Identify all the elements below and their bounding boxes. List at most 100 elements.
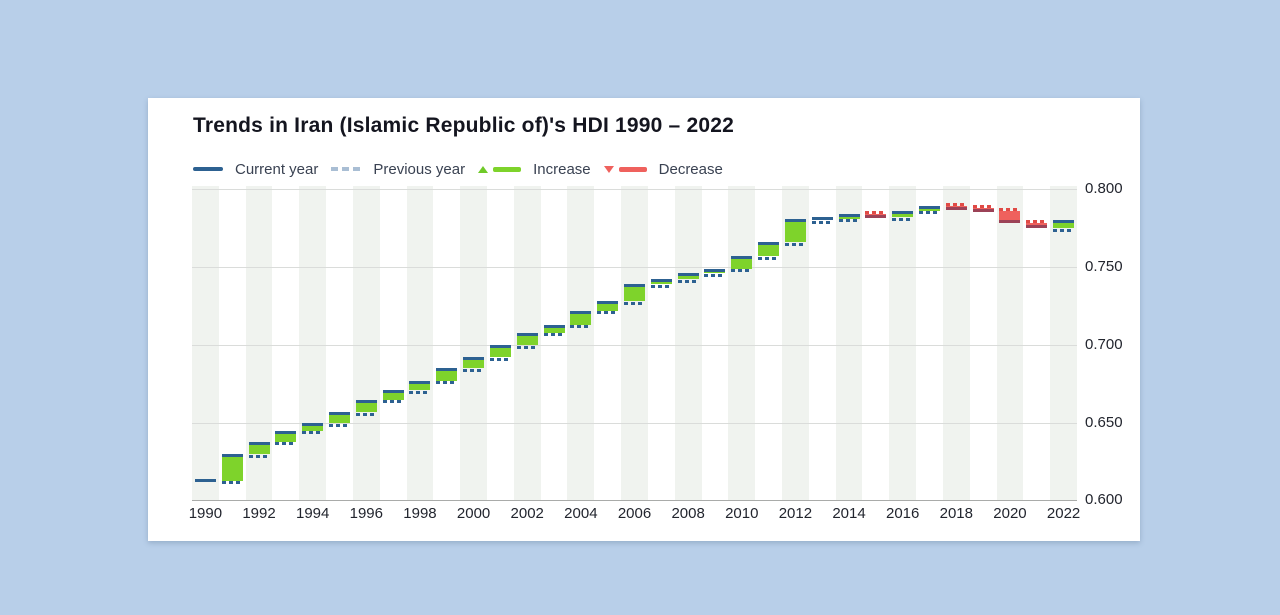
bar-segment: [382, 390, 404, 400]
hdi-bar-2021[interactable]: [1026, 186, 1048, 501]
x-tick-1992: 1992: [242, 505, 276, 522]
hdi-bar-2019[interactable]: [972, 186, 994, 501]
year-band: [567, 186, 595, 501]
chart-card: Trends in Iran (Islamic Republic of)'s H…: [148, 98, 1140, 541]
y-tick-0.700: 0.700: [1085, 336, 1123, 353]
bar-segment: [972, 207, 994, 212]
hdi-bar-1993[interactable]: [275, 186, 297, 501]
y-tick-0.800: 0.800: [1085, 180, 1123, 197]
hdi-bar-2017[interactable]: [919, 186, 940, 501]
hdi-bar-1996[interactable]: [355, 186, 377, 501]
hdi-bar-2000[interactable]: [463, 186, 485, 501]
hdi-bar-1998[interactable]: [409, 186, 431, 501]
year-band: [192, 186, 219, 501]
year-band: [996, 186, 1024, 501]
legend-current-year-label: Current year: [235, 160, 319, 178]
hdi-bar-2015[interactable]: [865, 186, 887, 501]
previous-year-dash-icon: [331, 167, 362, 171]
hdi-bar-2001[interactable]: [489, 186, 511, 501]
x-tick-2002: 2002: [510, 505, 544, 522]
bar-segment: [758, 242, 780, 257]
hdi-bar-2012[interactable]: [784, 186, 806, 501]
year-band: [621, 186, 648, 501]
hdi-bar-2007[interactable]: [650, 186, 672, 501]
bar-segment: [892, 210, 914, 218]
bar-segment: [624, 284, 645, 302]
hdi-bar-2003[interactable]: [543, 186, 565, 501]
year-band: [406, 186, 434, 501]
bar-segment: [784, 218, 806, 243]
previous-year-dash: [892, 217, 914, 221]
bar-segment: [221, 454, 243, 481]
hdi-bar-1994[interactable]: [302, 186, 324, 501]
x-tick-1996: 1996: [349, 505, 383, 522]
hdi-bar-2014[interactable]: [838, 186, 860, 501]
hdi-bar-2022[interactable]: [1053, 186, 1075, 501]
hdi-bar-2016[interactable]: [892, 186, 914, 501]
previous-year-dash: [463, 368, 485, 372]
gridline: [192, 423, 1077, 424]
x-tick-2022: 2022: [1046, 505, 1081, 522]
plot-area: [192, 186, 1077, 501]
bar-segment: [570, 310, 592, 325]
previous-year-dash: [865, 210, 887, 214]
x-tick-2000: 2000: [456, 505, 491, 522]
bar-segment: [838, 213, 860, 219]
bar-segment: [516, 332, 538, 345]
previous-year-dash: [704, 273, 726, 277]
hdi-bar-2011[interactable]: [758, 186, 780, 501]
bar-segment: [302, 423, 324, 431]
year-band: [889, 186, 917, 501]
previous-year-dash: [221, 481, 243, 485]
hdi-bar-2018[interactable]: [945, 186, 967, 501]
decrease-triangle-icon: [603, 165, 614, 173]
bar-segment: [731, 256, 753, 269]
legend-current-year: Current year: [193, 161, 318, 178]
hdi-bar-1999[interactable]: [436, 186, 458, 501]
hdi-bar-2013[interactable]: [811, 186, 833, 501]
previous-year-dash: [248, 454, 270, 458]
chart-title: Trends in Iran (Islamic Republic of)'s H…: [193, 114, 734, 137]
previous-year-dash: [489, 357, 511, 361]
x-tick-1990: 1990: [188, 505, 223, 522]
previous-year-dash: [543, 333, 565, 337]
hdi-bar-2006[interactable]: [624, 186, 645, 501]
bar-segment: [945, 206, 967, 211]
bar-segment: [597, 301, 619, 311]
previous-year-dash: [972, 204, 994, 208]
x-tick-2020: 2020: [993, 505, 1027, 522]
bar-segment: [489, 345, 511, 358]
hdi-bar-2010[interactable]: [731, 186, 753, 501]
legend: Current year Previous year Increase Decr…: [193, 159, 723, 179]
year-band: [942, 186, 970, 501]
legend-increase-label: Increase: [533, 160, 591, 178]
hdi-bar-1990[interactable]: [194, 186, 216, 501]
hdi-bar-2008[interactable]: [677, 186, 699, 501]
hdi-bar-2020[interactable]: [999, 186, 1021, 501]
hdi-bar-1991[interactable]: [221, 186, 243, 501]
legend-decrease-label: Decrease: [658, 160, 723, 178]
hdi-bar-2004[interactable]: [570, 186, 592, 501]
hdi-bar-2005[interactable]: [597, 186, 619, 501]
hdi-bar-1992[interactable]: [248, 186, 270, 501]
previous-year-dash: [436, 381, 458, 385]
bar-segment: [194, 479, 216, 483]
hdi-bar-2002[interactable]: [516, 186, 538, 501]
previous-year-dash: [758, 256, 780, 260]
hdi-bar-1997[interactable]: [382, 186, 404, 501]
previous-year-dash: [784, 242, 806, 246]
x-tick-2004: 2004: [564, 505, 598, 522]
bar-segment: [409, 380, 431, 391]
x-tick-1994: 1994: [295, 505, 330, 522]
bar-segment: [275, 430, 297, 442]
legend-increase: Increase: [478, 161, 591, 178]
increase-triangle-icon: [478, 165, 489, 173]
hdi-bar-2009[interactable]: [704, 186, 726, 501]
y-tick-0.750: 0.750: [1085, 258, 1123, 275]
bar-segment: [811, 217, 833, 221]
previous-year-dash: [409, 390, 431, 394]
hdi-bar-1995[interactable]: [329, 186, 350, 501]
previous-year-dash: [597, 311, 619, 315]
legend-previous-year-label: Previous year: [373, 160, 466, 178]
x-tick-2014: 2014: [832, 505, 866, 522]
